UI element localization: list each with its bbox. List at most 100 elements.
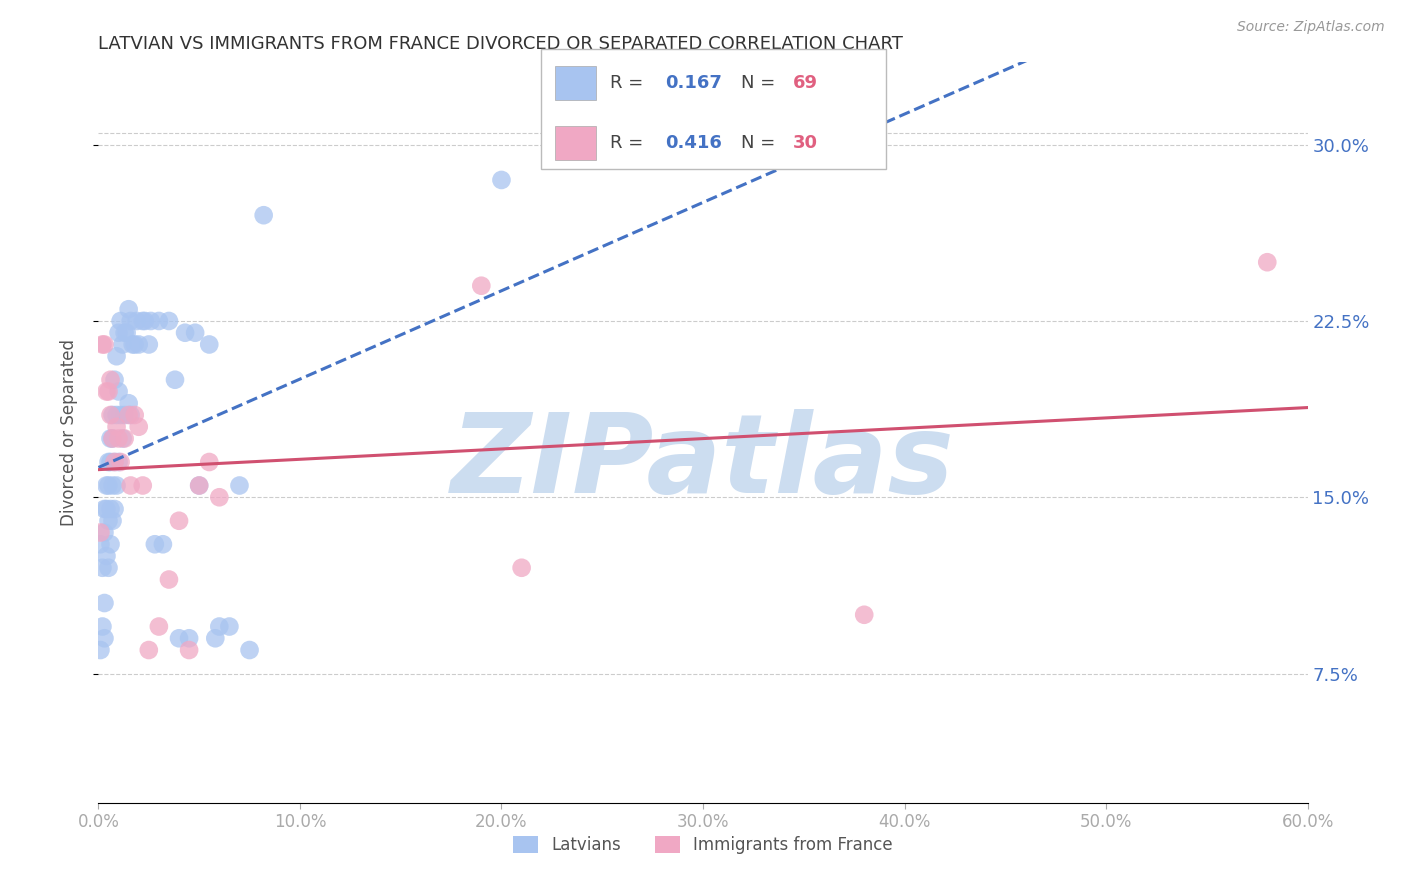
Point: [100, 408, 122, 422]
Text: 0.416: 0.416: [665, 134, 723, 152]
Point: [239, 643, 262, 657]
Point: [107, 326, 129, 340]
Point: [125, 314, 148, 328]
Text: R =: R =: [610, 74, 650, 92]
Point: [138, 643, 160, 657]
Point: [184, 326, 207, 340]
Point: [174, 326, 197, 340]
Point: [198, 455, 221, 469]
Point: [179, 632, 201, 646]
Point: [89, 643, 111, 657]
Legend: Latvians, Immigrants from France: Latvians, Immigrants from France: [506, 830, 900, 861]
Point: [167, 514, 190, 528]
Point: [148, 314, 170, 328]
Text: N =: N =: [741, 134, 782, 152]
Point: [110, 408, 132, 422]
Text: 69: 69: [793, 74, 818, 92]
Point: [96, 384, 118, 399]
Text: ZIPatlas: ZIPatlas: [451, 409, 955, 516]
Point: [138, 337, 160, 351]
Point: [93, 337, 115, 351]
Point: [101, 478, 124, 492]
Point: [118, 302, 141, 317]
Point: [111, 337, 134, 351]
Point: [134, 314, 156, 328]
Point: [139, 314, 162, 328]
Point: [91, 561, 114, 575]
Point: [91, 337, 114, 351]
Point: [128, 337, 150, 351]
Point: [96, 549, 118, 563]
Point: [148, 619, 170, 633]
Point: [93, 596, 115, 610]
Point: [89, 537, 111, 551]
Point: [167, 632, 190, 646]
Point: [208, 619, 231, 633]
Point: [188, 478, 211, 492]
Point: [128, 419, 150, 434]
Point: [93, 525, 115, 540]
Point: [120, 478, 142, 492]
Point: [97, 455, 120, 469]
Point: [97, 561, 120, 575]
Point: [253, 208, 276, 222]
Point: [491, 173, 513, 187]
Point: [97, 514, 120, 528]
Text: LATVIAN VS IMMIGRANTS FROM FRANCE DIVORCED OR SEPARATED CORRELATION CHART: LATVIAN VS IMMIGRANTS FROM FRANCE DIVORC…: [98, 35, 903, 53]
Point: [100, 373, 122, 387]
Point: [470, 278, 492, 293]
Point: [132, 314, 155, 328]
Text: R =: R =: [610, 134, 650, 152]
Point: [510, 561, 533, 575]
Point: [101, 514, 124, 528]
Point: [97, 384, 120, 399]
Point: [152, 537, 174, 551]
Point: [97, 478, 120, 492]
Point: [107, 455, 129, 469]
Point: [100, 455, 122, 469]
Text: 0.167: 0.167: [665, 74, 723, 92]
Point: [93, 632, 115, 646]
Point: [105, 408, 128, 422]
Point: [110, 314, 132, 328]
FancyBboxPatch shape: [541, 49, 886, 169]
Point: [121, 337, 143, 351]
Point: [1256, 255, 1278, 269]
Point: [110, 455, 132, 469]
Point: [204, 632, 226, 646]
FancyBboxPatch shape: [555, 126, 596, 160]
Point: [101, 432, 124, 446]
Point: [208, 490, 231, 504]
Point: [114, 326, 136, 340]
Point: [111, 432, 134, 446]
Point: [118, 396, 141, 410]
Text: 30: 30: [793, 134, 818, 152]
Point: [101, 432, 124, 446]
Point: [118, 408, 141, 422]
Text: Source: ZipAtlas.com: Source: ZipAtlas.com: [1237, 20, 1385, 34]
Point: [124, 337, 146, 351]
Point: [103, 373, 125, 387]
Point: [853, 607, 876, 622]
Point: [107, 432, 129, 446]
Point: [100, 502, 122, 516]
Point: [105, 478, 128, 492]
Point: [157, 314, 180, 328]
Point: [132, 478, 155, 492]
Y-axis label: Divorced or Separated: Divorced or Separated: [59, 339, 77, 526]
Point: [107, 384, 129, 399]
Point: [100, 537, 122, 551]
Point: [114, 408, 136, 422]
Point: [103, 502, 125, 516]
FancyBboxPatch shape: [555, 66, 596, 100]
Point: [103, 455, 125, 469]
Point: [143, 537, 166, 551]
Point: [124, 408, 146, 422]
Point: [188, 478, 211, 492]
Point: [115, 326, 138, 340]
Point: [157, 573, 180, 587]
Point: [179, 643, 201, 657]
Point: [120, 408, 142, 422]
Point: [198, 337, 221, 351]
Point: [101, 408, 124, 422]
